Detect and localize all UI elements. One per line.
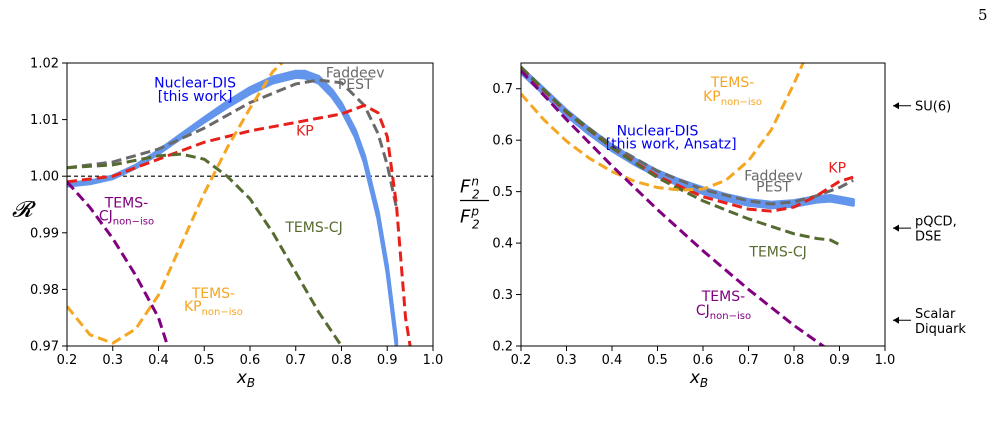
annotation: KP	[296, 123, 314, 139]
x-tick-label: 0.4	[602, 353, 623, 368]
series-faddeev	[521, 67, 854, 206]
x-tick-label: 0.9	[377, 353, 398, 368]
plot-area	[521, 63, 855, 346]
x-tick-label: 1.0	[423, 353, 444, 368]
side-label-arrowhead	[893, 224, 899, 232]
x-tick-label: 0.9	[829, 353, 850, 368]
annotation: Nuclear-DIS	[617, 124, 699, 140]
x-axis-label: xB	[689, 368, 708, 390]
y-axis-label: 𝓡	[12, 198, 36, 223]
x-tick-label: 0.8	[784, 353, 805, 368]
annotation: KPnon−iso	[703, 89, 762, 108]
annotation: KP	[828, 161, 846, 177]
side-label-arrowhead	[893, 316, 899, 324]
y-tick-label: 1.02	[30, 57, 59, 72]
plot-area	[67, 63, 433, 346]
x-tick-label: 0.5	[194, 353, 215, 368]
chart-left: 0.2 0.3 0.4 0.5 0.6 0.7 0.8 0.9 1.0 0.97 0.98 0.99 1…	[12, 57, 443, 391]
annotation: PEST	[756, 180, 791, 196]
series-tems_cj	[67, 152, 343, 346]
svg-text:Fn2: Fn 2	[460, 175, 480, 202]
chart-right: 0.2 0.3 0.4 0.5 0.6 0.7 0.8 0.9 1.0 0.2 0.3 0.4 0.5 0…	[460, 62, 966, 390]
series-kp	[521, 67, 854, 213]
svg-text:Fp2: Fp 2	[460, 205, 480, 232]
y-tick-label: 0.5	[492, 185, 513, 200]
y-tick-label: 0.97	[30, 340, 59, 355]
annotation: [this work, Ansatz]	[606, 136, 737, 152]
x-tick-label: 0.5	[647, 353, 668, 368]
side-label: Diquark	[915, 322, 966, 337]
annotation: TEMS-	[104, 195, 148, 211]
series-tems_cj_noniso	[521, 69, 826, 346]
x-tick-label: 0.7	[285, 353, 306, 368]
side-label: pQCD,	[915, 215, 957, 230]
x-tick-label: 0.3	[556, 353, 577, 368]
y-tick-label: 0.7	[492, 82, 513, 97]
side-label: Scalar	[915, 307, 956, 322]
series-nuclear_dis	[67, 69, 399, 346]
annotation: TEMS-	[710, 75, 754, 91]
y-tick-label: 0.4	[492, 237, 513, 252]
annotation: TEMS-CJ	[284, 220, 342, 236]
x-tick-label: 0.4	[148, 353, 169, 368]
series-tems_kp_noniso	[521, 63, 805, 192]
y-tick-label: 0.2	[492, 340, 513, 355]
y-tick-label: 0.6	[492, 134, 513, 149]
page-number: 5	[978, 6, 988, 24]
y-axis-label: Fn 2Fp 2	[460, 175, 489, 232]
x-tick-label: 0.8	[331, 353, 352, 368]
x-axis-label: xB	[236, 368, 255, 390]
series-kp	[67, 103, 412, 346]
annotation: CJnon−iso	[696, 303, 751, 322]
annotation: Nuclear-DIS	[154, 75, 236, 91]
annotation: Faddeev	[326, 66, 385, 82]
y-tick-label: 0.98	[30, 283, 59, 298]
x-tick-label: 0.2	[57, 353, 78, 368]
x-tick-label: 0.6	[693, 353, 714, 368]
x-tick-label: 1.0	[875, 353, 896, 368]
annotation: TEMS-	[701, 289, 745, 305]
y-tick-label: 0.99	[30, 226, 59, 241]
x-tick-label: 0.3	[102, 353, 123, 368]
annotation: PEST	[338, 77, 373, 93]
series-nuclear_dis	[521, 65, 855, 210]
side-label-arrowhead	[893, 102, 899, 110]
y-tick-label: 0.3	[492, 288, 513, 303]
annotation: [this work]	[158, 89, 233, 105]
x-tick-label: 0.2	[511, 353, 532, 368]
side-label: SU(6)	[915, 100, 951, 115]
x-tick-label: 0.7	[738, 353, 759, 368]
annotation: Faddeev	[744, 168, 803, 184]
side-label: DSE	[915, 230, 941, 245]
x-tick-label: 0.6	[240, 353, 261, 368]
series-tems_kp_noniso	[67, 63, 284, 345]
annotation: TEMS-	[191, 286, 235, 302]
y-tick-label: 1.00	[30, 170, 59, 185]
y-tick-label: 1.01	[30, 113, 59, 128]
series-tems_cj	[521, 66, 841, 246]
series-tems_cj_noniso	[67, 180, 170, 346]
annotation: TEMS-CJ	[748, 244, 806, 260]
series-faddeev	[67, 78, 398, 208]
